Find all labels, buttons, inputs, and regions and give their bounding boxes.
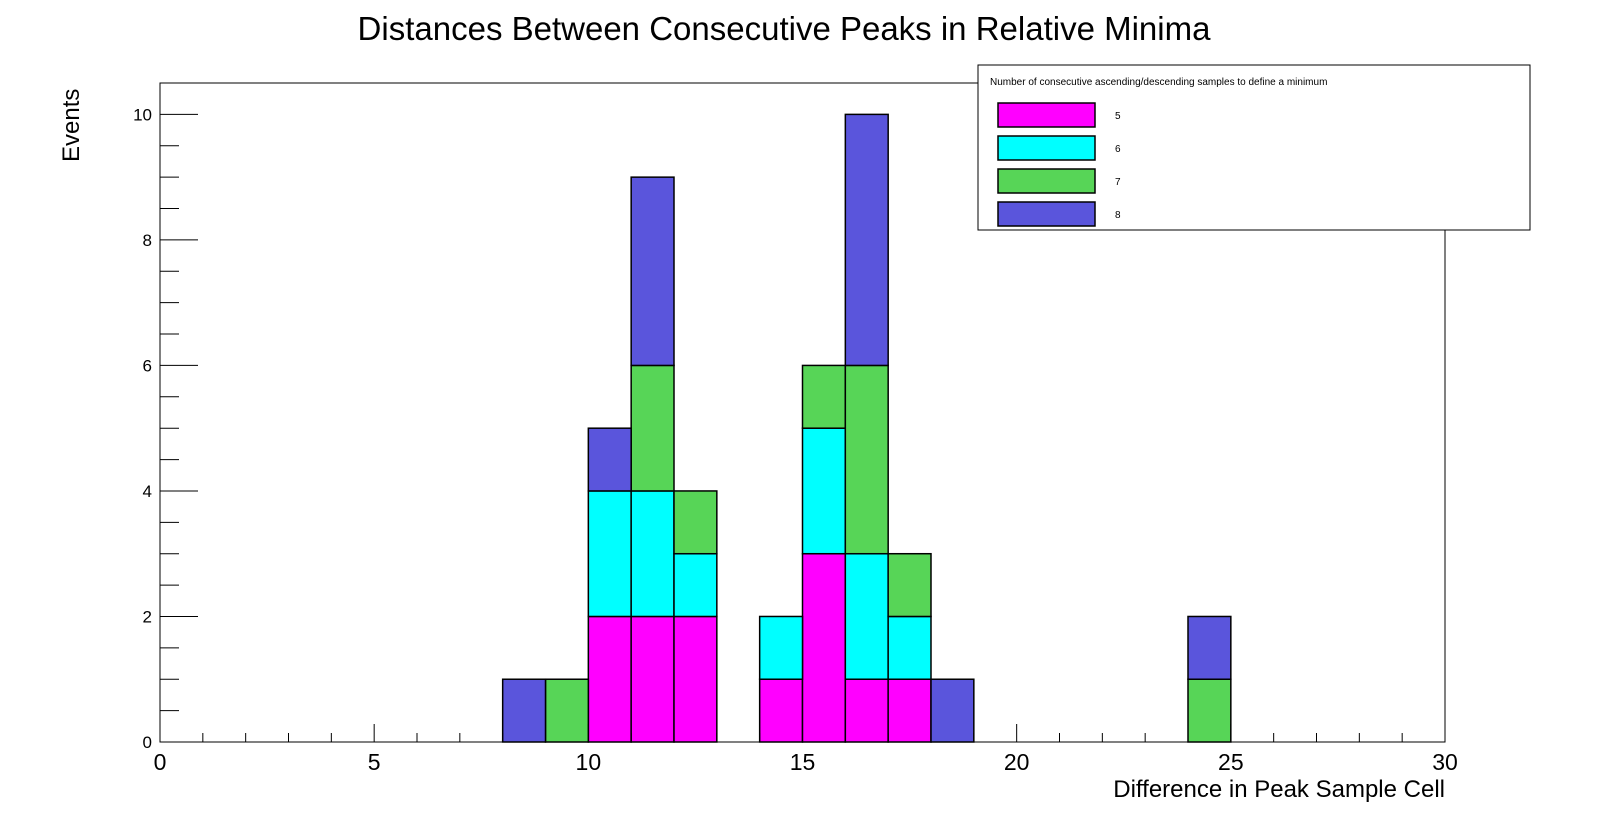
bar-series-7-bin-24 bbox=[1187, 678, 1232, 743]
legend-swatch-6 bbox=[997, 135, 1096, 161]
legend-swatch-7 bbox=[997, 168, 1096, 194]
y-tick-label: 6 bbox=[143, 356, 152, 375]
bar-series-7-bin-12 bbox=[673, 490, 718, 555]
x-tick-label: 5 bbox=[368, 749, 381, 775]
bar-series-7-bin-17 bbox=[887, 552, 932, 618]
bar-series-6-bin-15 bbox=[801, 427, 847, 555]
y-tick-label: 2 bbox=[143, 607, 152, 626]
bar-series-8-bin-24 bbox=[1187, 615, 1232, 680]
bar-series-8-bin-16 bbox=[844, 113, 889, 367]
chart-title: Distances Between Consecutive Peaks in R… bbox=[358, 10, 1212, 47]
legend-label-6: 6 bbox=[1115, 144, 1121, 155]
x-tick-label: 20 bbox=[1004, 749, 1030, 775]
y-tick-label: 8 bbox=[143, 231, 152, 250]
bar-series-6-bin-17 bbox=[887, 615, 932, 680]
bar-series-7-bin-11 bbox=[630, 364, 675, 492]
legend-label-7: 7 bbox=[1115, 177, 1121, 188]
bar-series-5-bin-14 bbox=[758, 678, 804, 743]
x-tick-label: 30 bbox=[1432, 749, 1458, 775]
legend-label-8: 8 bbox=[1115, 210, 1121, 221]
x-tick-label: 25 bbox=[1218, 749, 1244, 775]
legend-swatch-5 bbox=[997, 102, 1096, 128]
bar-series-6-bin-12 bbox=[673, 552, 718, 618]
bar-series-5-bin-12 bbox=[673, 615, 718, 743]
bar-series-7-bin-15 bbox=[801, 364, 847, 429]
x-tick-label: 15 bbox=[790, 749, 816, 775]
x-axis-label: Difference in Peak Sample Cell bbox=[1113, 776, 1445, 803]
x-tick-label: 10 bbox=[576, 749, 602, 775]
x-tick-label: 0 bbox=[154, 749, 167, 775]
bar-series-7-bin-16 bbox=[844, 364, 889, 555]
bar-series-8-bin-10 bbox=[587, 427, 632, 492]
legend-swatch-8 bbox=[997, 201, 1096, 227]
bar-series-6-bin-11 bbox=[630, 490, 675, 618]
legend-entries: 5 6 7 8 bbox=[997, 102, 1121, 227]
bar-series-6-bin-10 bbox=[587, 490, 632, 618]
bar-series-7-bin-9 bbox=[544, 678, 590, 743]
bar-series-6-bin-14 bbox=[758, 615, 804, 680]
bar-series-5-bin-10 bbox=[587, 615, 632, 743]
bar-series-6-bin-16 bbox=[844, 552, 889, 680]
axes-layer: 0 5 10 15 20 25 30 0 2 4 6 8 10 bbox=[133, 105, 1458, 775]
bar-series-8-bin-18 bbox=[930, 678, 975, 743]
bar-series-5-bin-15 bbox=[801, 552, 847, 743]
legend-label-5: 5 bbox=[1115, 111, 1121, 122]
y-tick-label: 4 bbox=[143, 482, 152, 501]
legend: Number of consecutive ascending/descendi… bbox=[977, 64, 1531, 231]
bar-series-8-bin-11 bbox=[630, 176, 675, 367]
bar-series-5-bin-17 bbox=[887, 678, 932, 743]
bar-series-5-bin-16 bbox=[844, 678, 889, 743]
legend-title: Number of consecutive ascending/descendi… bbox=[990, 77, 1327, 88]
bar-series-8-bin-8 bbox=[501, 678, 547, 743]
y-tick-label: 10 bbox=[133, 105, 152, 124]
y-axis-label: Events bbox=[58, 89, 85, 162]
bars-layer bbox=[501, 113, 1232, 743]
y-tick-label: 0 bbox=[143, 733, 152, 752]
bar-series-5-bin-11 bbox=[630, 615, 675, 743]
